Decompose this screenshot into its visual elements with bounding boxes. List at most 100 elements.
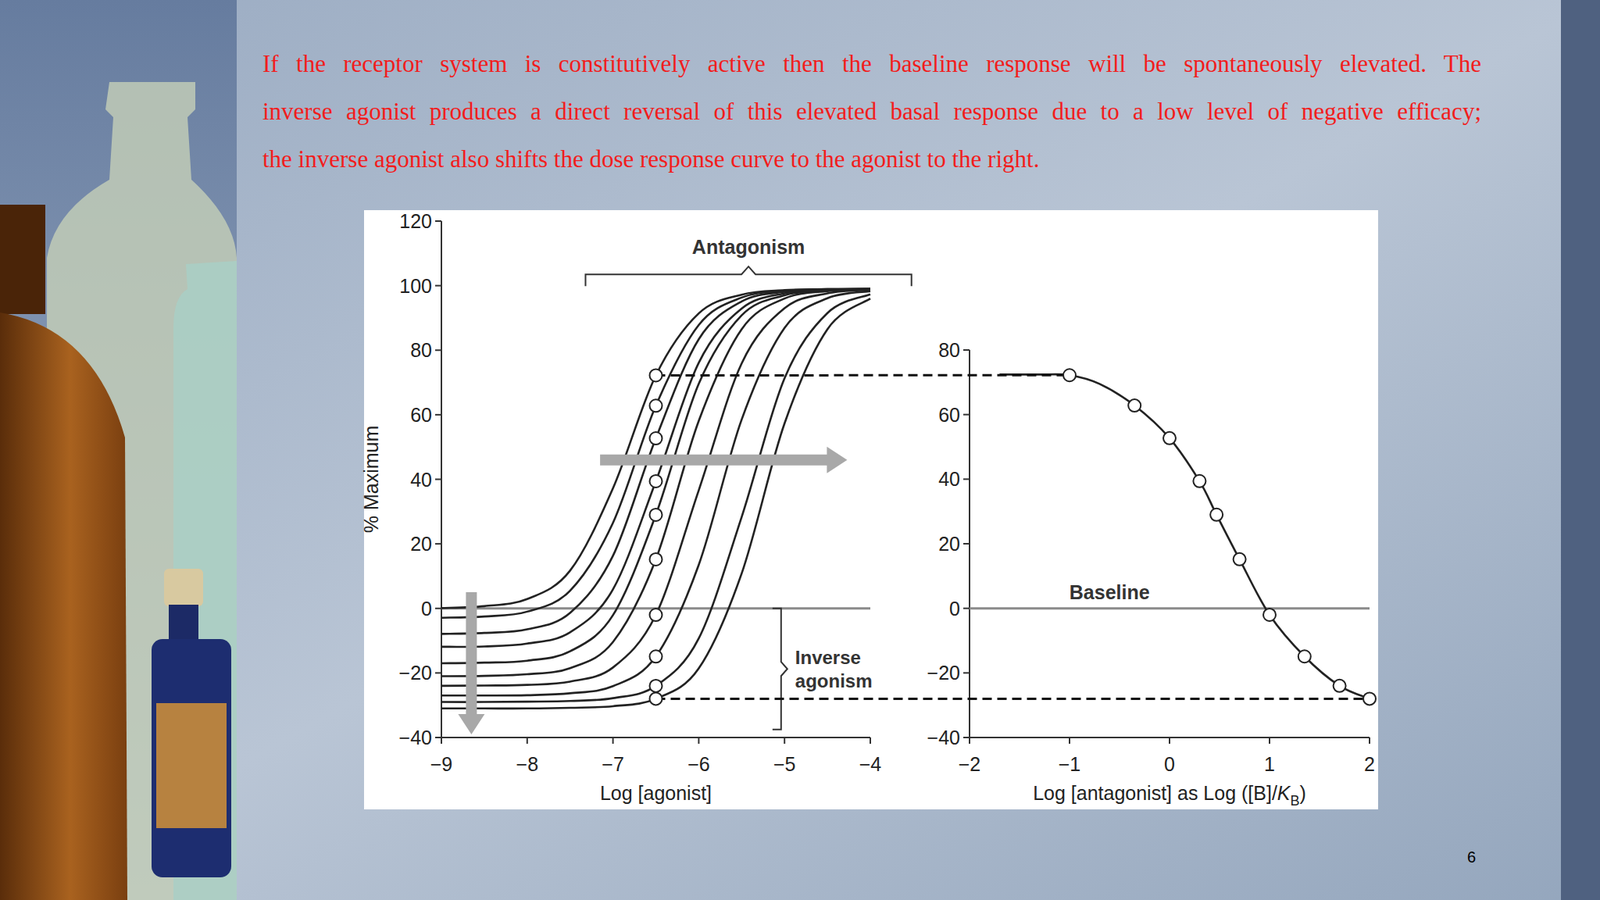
bracket-label: Antagonism xyxy=(692,235,805,258)
y-axis-title: % Maximum xyxy=(360,425,383,534)
marker xyxy=(1192,475,1206,488)
x-tick xyxy=(697,737,700,744)
marker xyxy=(650,553,663,566)
curve xyxy=(441,289,871,664)
bottle-cap xyxy=(164,568,204,607)
marker xyxy=(1363,692,1376,705)
marker xyxy=(650,692,663,705)
shift-arrow xyxy=(457,592,485,735)
y-tick xyxy=(963,542,970,545)
y-tick xyxy=(435,414,442,416)
x-axis-title-part: ) xyxy=(1300,782,1307,804)
body-text-line: inverse agonist produces a direct revers… xyxy=(262,87,1482,136)
bracket xyxy=(772,608,788,730)
marker xyxy=(1263,608,1276,622)
y-tick-label: −40 xyxy=(927,726,961,749)
x-axis-title: Log [antagonist] as Log ([B]/KB) xyxy=(1032,782,1307,809)
body-text-line: If the receptor system is constitutively… xyxy=(262,39,1482,88)
marker xyxy=(1233,553,1247,566)
x-axis-title-part: K xyxy=(1277,782,1292,804)
body-text: the inverse agonist also shifts the dose… xyxy=(262,145,1040,173)
y-tick xyxy=(435,285,442,287)
bracket-label-line: agonism xyxy=(795,670,873,692)
x-axis-title-part: Log [antagonist] as Log ([B]/ xyxy=(1032,782,1278,804)
x-tick xyxy=(968,737,971,744)
bracket-label-line: Inverse xyxy=(795,646,861,668)
x-axis-title: Log [agonist] xyxy=(600,782,712,804)
marker xyxy=(650,368,663,382)
page-number: 6 xyxy=(1467,848,1476,867)
bracket xyxy=(585,266,911,286)
marker xyxy=(1210,508,1223,522)
y-tick-label: −20 xyxy=(927,661,961,684)
y-tick xyxy=(963,736,970,739)
photo-ground xyxy=(0,0,237,900)
y-tick xyxy=(435,671,442,674)
y-tick-label: −40 xyxy=(399,726,433,749)
y-tick-label: 80 xyxy=(938,339,961,361)
side-strip xyxy=(1560,0,1600,900)
bottle-label xyxy=(156,703,227,829)
marker xyxy=(650,432,663,445)
chart-box xyxy=(364,210,1379,810)
shift-arrow xyxy=(600,446,847,474)
x-tick-label: −6 xyxy=(687,753,711,775)
x-tick-label: 1 xyxy=(1264,753,1275,775)
connector xyxy=(656,697,1371,700)
y-tick-label: 20 xyxy=(410,532,433,555)
photo xyxy=(0,0,237,900)
body-text: inverse agonist produces a direct revers… xyxy=(262,97,1482,125)
marker xyxy=(650,399,663,412)
x-axis xyxy=(441,736,871,739)
y-tick-label: 60 xyxy=(410,403,433,426)
y-tick-label: 80 xyxy=(410,339,433,361)
y-tick xyxy=(435,607,442,610)
x-tick xyxy=(440,737,443,744)
y-tick-label: 20 xyxy=(938,532,961,555)
chart: −40−20020406080100120−9−8−7−6−5−4Log [ag… xyxy=(360,210,882,804)
y-tick-label: 0 xyxy=(949,597,961,620)
bottle-neck xyxy=(168,604,199,643)
baseline xyxy=(969,607,1370,610)
x-tick xyxy=(1168,737,1171,744)
y-tick-label: 120 xyxy=(399,210,433,233)
marker xyxy=(1163,432,1176,445)
marker xyxy=(650,475,663,488)
x-tick-label: −7 xyxy=(601,753,625,775)
y-tick xyxy=(435,542,442,545)
y-tick-label: −20 xyxy=(399,661,433,684)
marker xyxy=(650,608,663,622)
x-tick-label: −1 xyxy=(1058,753,1082,775)
x-tick xyxy=(1268,737,1271,744)
bottle xyxy=(151,639,232,878)
bottle-neck xyxy=(0,204,46,315)
x-tick-label: 2 xyxy=(1364,753,1375,775)
body-text-line: the inverse agonist also shifts the dose… xyxy=(262,135,1040,183)
connector xyxy=(656,374,1071,377)
x-tick-label: −8 xyxy=(516,753,540,775)
annotations: Antagonism Inverseagonism xyxy=(457,235,911,735)
y-tick-label: 40 xyxy=(938,467,961,490)
marker xyxy=(650,508,663,522)
x-tick xyxy=(612,737,615,744)
y-tick xyxy=(963,478,970,480)
x-tick-label: 0 xyxy=(1164,753,1175,775)
chart: −40−20020406080−2−1012Log [antagonist] a… xyxy=(927,339,1375,809)
curve xyxy=(441,289,871,677)
body-text: If the receptor system is constitutively… xyxy=(262,50,1482,78)
slide-text: If the receptor system is constitutively… xyxy=(0,0,1600,900)
marker-layer xyxy=(650,368,663,705)
marker xyxy=(1298,650,1311,663)
y-tick xyxy=(963,349,970,351)
x-tick-label: −5 xyxy=(773,753,797,775)
marker xyxy=(1063,368,1076,382)
x-tick xyxy=(1368,737,1371,744)
y-tick-label: 40 xyxy=(410,468,433,491)
y-tick xyxy=(963,414,970,416)
y-tick xyxy=(435,220,442,222)
y-tick-label: 100 xyxy=(399,275,433,297)
background xyxy=(0,0,1600,900)
baseline-label: Baseline xyxy=(1069,581,1150,604)
x-tick xyxy=(1068,737,1071,744)
x-tick xyxy=(526,737,529,744)
